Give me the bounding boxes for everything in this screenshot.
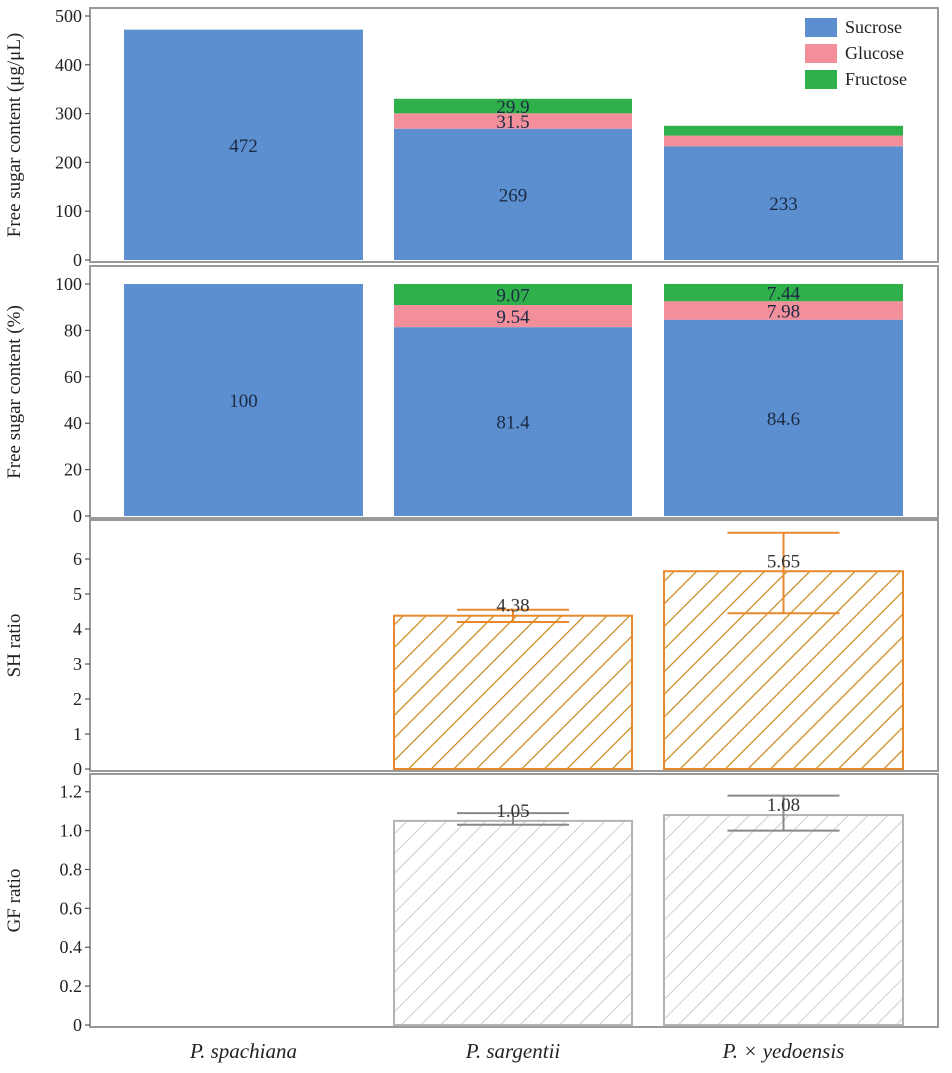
bar-fructose — [664, 125, 903, 136]
legend-label: Glucose — [845, 43, 904, 63]
bar — [393, 614, 633, 771]
data-label: 269 — [499, 185, 528, 206]
data-label: 31.5 — [496, 112, 529, 133]
y-axis-label: GF ratio — [4, 869, 25, 933]
bar-sucrose — [124, 284, 363, 516]
data-label: 9.54 — [496, 307, 530, 328]
bar-glucose — [664, 301, 903, 320]
y-tick-label: 4 — [73, 619, 82, 639]
legend-swatch — [805, 18, 837, 37]
legend-swatch — [805, 44, 837, 63]
y-tick-label: 0 — [73, 759, 82, 779]
legend-swatch — [805, 70, 837, 89]
data-label: 81.4 — [496, 413, 530, 434]
data-label: 100 — [229, 391, 258, 412]
data-label: 233 — [769, 194, 798, 215]
y-tick-label: 80 — [64, 320, 82, 340]
data-label: 29.9 — [496, 97, 529, 118]
bar-glucose — [394, 305, 632, 328]
data-label: 1.05 — [496, 801, 529, 822]
data-label: 5.65 — [767, 551, 800, 572]
legend: Sucrose Glucose Fructose — [805, 17, 907, 89]
panel-frame — [89, 7, 939, 263]
data-label: 4.38 — [496, 596, 529, 617]
y-tick-label: 20 — [64, 460, 82, 480]
bar-sucrose — [394, 128, 632, 260]
y-tick-label: 1.0 — [60, 821, 83, 841]
data-label: 7.98 — [767, 301, 800, 322]
data-label: 1.08 — [767, 795, 800, 816]
panel-frame — [89, 773, 939, 1028]
bar-sucrose — [664, 146, 903, 260]
y-tick-label: 0.8 — [60, 859, 83, 879]
bar-fructose — [394, 283, 632, 306]
y-tick-label: 400 — [55, 55, 82, 75]
legend-label: Fructose — [845, 69, 907, 89]
bar — [663, 814, 904, 1026]
y-tick-label: 300 — [55, 104, 82, 124]
y-tick-label: 0.2 — [60, 976, 83, 996]
y-tick-label: 0.4 — [60, 937, 83, 957]
legend-label: Sucrose — [845, 17, 902, 37]
y-tick-label: 1.2 — [60, 782, 83, 802]
y-tick-label: 500 — [55, 6, 82, 26]
y-tick-label: 0 — [73, 250, 82, 270]
y-tick-label: 0.6 — [60, 898, 83, 918]
x-tick-label: P. sargentii — [465, 1039, 561, 1063]
x-tick-label: P. spachiana — [189, 1039, 297, 1063]
y-tick-label: 0 — [73, 1015, 82, 1035]
y-tick-label: 5 — [73, 584, 82, 604]
y-tick-label: 200 — [55, 152, 82, 172]
data-label: 7.44 — [767, 284, 801, 305]
y-tick-label: 1 — [73, 724, 82, 744]
y-tick-label: 2 — [73, 689, 82, 709]
x-axis-labels: P. spachiana P. sargentii P. × yedoensis — [189, 1039, 844, 1063]
y-tick-label: 40 — [64, 413, 82, 433]
error-bar — [727, 794, 840, 832]
panel-1: 0 100 200 300 400 500 Free sugar content (μg/μ… — [4, 6, 939, 270]
y-axis-label: Free sugar content (%) — [4, 305, 25, 479]
panel-4: 0 0.2 0.4 0.6 0.8 1.0 1.2 GF ratio 1.05 1.08 — [4, 773, 939, 1035]
bar — [393, 819, 633, 1026]
bar-glucose — [394, 113, 632, 129]
panel-frame — [89, 265, 939, 519]
bar-sucrose — [664, 319, 903, 516]
panel-2: 0 20 40 60 80 100 Free sugar content (%) 100 81.… — [4, 265, 939, 526]
bar-fructose — [394, 98, 632, 114]
bar-sucrose — [394, 327, 632, 516]
y-tick-label: 100 — [55, 274, 82, 294]
bar-fructose — [664, 283, 903, 302]
data-label: 9.07 — [496, 285, 529, 306]
data-label: 472 — [229, 136, 258, 157]
error-bar — [457, 812, 569, 826]
y-tick-label: 3 — [73, 654, 82, 674]
y-tick-label: 100 — [55, 201, 82, 221]
bar-glucose — [664, 135, 903, 147]
panel-3: 0 1 2 3 4 5 6 SH ratio 4.38 5.65 — [4, 519, 939, 779]
bar-sucrose — [124, 29, 363, 260]
y-tick-label: 0 — [73, 506, 82, 526]
y-axis-label: SH ratio — [4, 614, 25, 678]
y-axis-label: Free sugar content (μg/μL) — [4, 33, 25, 238]
panel-frame — [89, 519, 939, 772]
error-bar — [727, 531, 840, 615]
y-tick-label: 6 — [73, 549, 82, 569]
x-tick-label: P. × yedoensis — [722, 1039, 845, 1063]
y-tick-label: 60 — [64, 367, 82, 387]
error-bar — [457, 608, 569, 623]
data-label: 84.6 — [767, 409, 800, 430]
